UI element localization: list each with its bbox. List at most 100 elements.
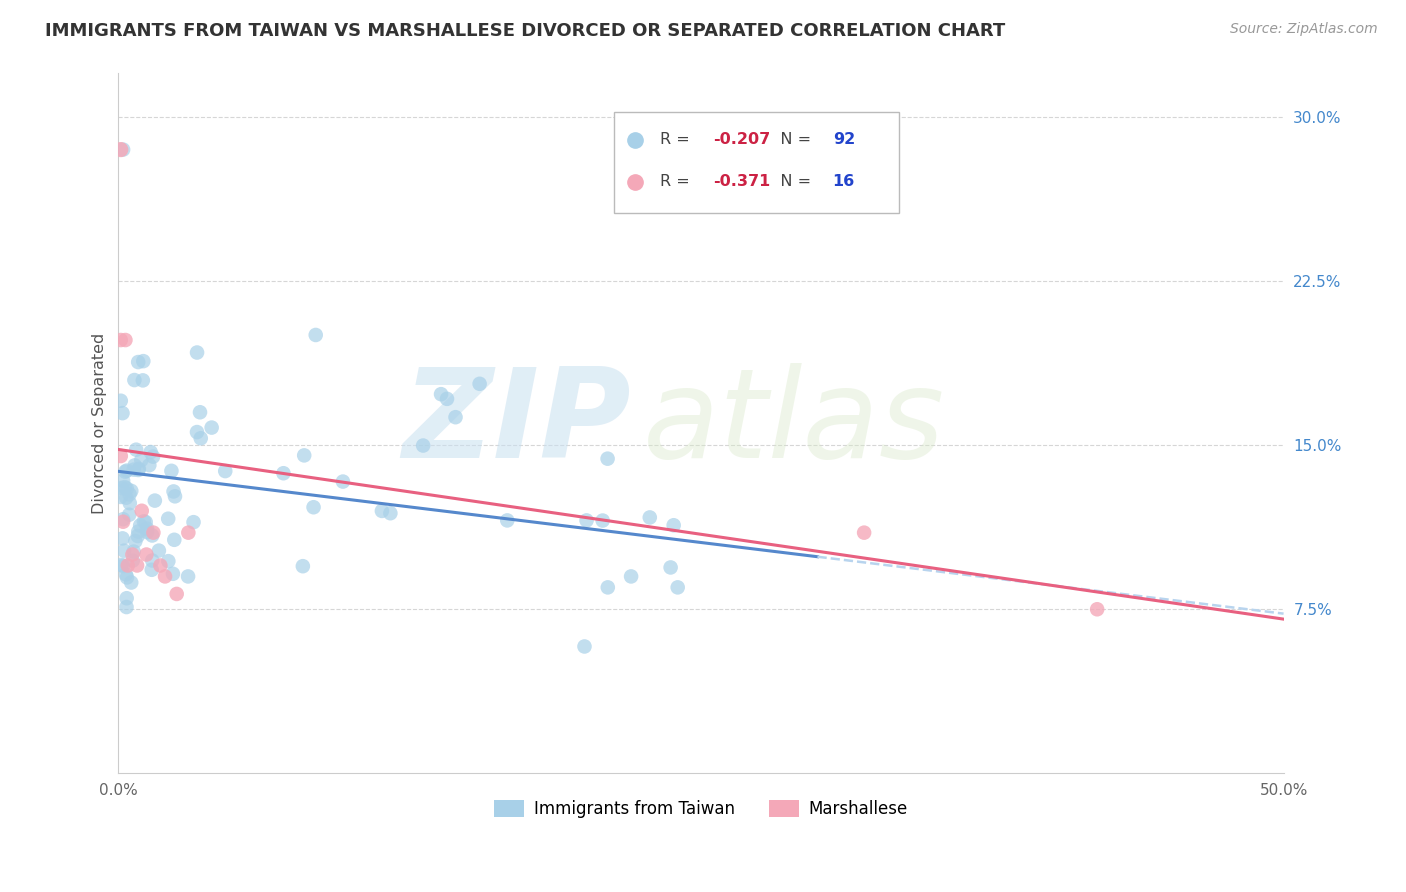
Point	[124, 534, 146, 549]
Point	[139, 445, 162, 459]
Point	[141, 553, 163, 567]
Point	[853, 525, 876, 540]
Text: 16: 16	[832, 174, 855, 189]
Point	[214, 464, 236, 478]
Point	[596, 580, 619, 594]
Point	[620, 569, 643, 583]
Point	[162, 484, 184, 499]
Point	[177, 525, 200, 540]
Text: atlas: atlas	[643, 363, 945, 483]
Point	[127, 355, 149, 369]
Text: 92: 92	[832, 132, 855, 147]
Point	[592, 514, 614, 528]
Point	[124, 373, 146, 387]
Point	[138, 458, 160, 472]
Point	[115, 591, 138, 606]
Point	[163, 489, 186, 503]
Point	[188, 405, 211, 419]
Point	[115, 570, 138, 584]
Point	[135, 548, 157, 562]
Point	[143, 493, 166, 508]
Text: N =: N =	[765, 174, 817, 189]
Point	[380, 506, 402, 520]
Point	[596, 451, 619, 466]
Text: R =: R =	[661, 174, 695, 189]
Point	[142, 450, 165, 464]
Point	[496, 513, 519, 527]
Point	[125, 558, 148, 573]
FancyBboxPatch shape	[613, 112, 898, 213]
Point	[115, 482, 138, 496]
Text: -0.207: -0.207	[713, 132, 770, 147]
Text: Source: ZipAtlas.com: Source: ZipAtlas.com	[1230, 22, 1378, 37]
Point	[292, 449, 315, 463]
Text: N =: N =	[765, 132, 817, 147]
Point	[125, 442, 148, 457]
Point	[122, 462, 145, 476]
Point	[186, 425, 208, 439]
Point	[127, 529, 149, 543]
Point	[110, 393, 132, 408]
Point	[273, 467, 295, 481]
Legend: Immigrants from Taiwan, Marshallese: Immigrants from Taiwan, Marshallese	[488, 793, 914, 824]
Point	[157, 512, 180, 526]
Point	[163, 533, 186, 547]
Point	[110, 333, 132, 347]
Point	[131, 504, 153, 518]
Point	[153, 569, 176, 583]
Point	[118, 496, 141, 510]
Point	[468, 376, 491, 391]
Point	[430, 387, 453, 401]
Point	[177, 569, 200, 583]
Point	[332, 475, 354, 489]
Point	[112, 512, 135, 526]
Point	[436, 392, 458, 406]
Point	[120, 575, 142, 590]
Point	[444, 410, 467, 425]
Point	[111, 481, 134, 495]
Point	[166, 587, 188, 601]
Point	[115, 567, 138, 582]
Point	[666, 580, 689, 594]
Point	[162, 566, 184, 581]
Point	[112, 143, 135, 157]
Point	[149, 558, 172, 573]
Point	[157, 554, 180, 568]
Point	[129, 518, 152, 533]
Point	[121, 548, 143, 562]
Point	[127, 463, 149, 477]
Point	[183, 515, 205, 529]
Point	[659, 560, 682, 574]
Point	[118, 487, 141, 501]
Point	[291, 559, 314, 574]
Point	[121, 553, 143, 567]
Point	[110, 449, 132, 463]
Point	[120, 483, 142, 498]
Point	[110, 143, 132, 157]
Point	[186, 345, 208, 359]
Point	[201, 420, 224, 434]
Point	[148, 543, 170, 558]
Point	[662, 518, 685, 533]
Point	[118, 508, 141, 522]
Point	[141, 528, 163, 542]
Point	[132, 373, 155, 387]
Point	[141, 563, 163, 577]
Point	[111, 406, 134, 420]
Point	[575, 513, 598, 527]
Text: ZIP: ZIP	[402, 363, 631, 483]
Point	[305, 328, 328, 343]
Point	[114, 480, 136, 494]
Point	[114, 465, 136, 479]
Text: -0.371: -0.371	[713, 174, 770, 189]
Point	[136, 525, 159, 540]
Point	[112, 515, 135, 529]
Point	[128, 462, 150, 476]
Point	[122, 544, 145, 558]
Point	[115, 491, 138, 505]
Point	[115, 464, 138, 478]
Point	[111, 558, 134, 573]
Point	[112, 474, 135, 488]
Point	[302, 500, 325, 515]
Point	[111, 532, 134, 546]
